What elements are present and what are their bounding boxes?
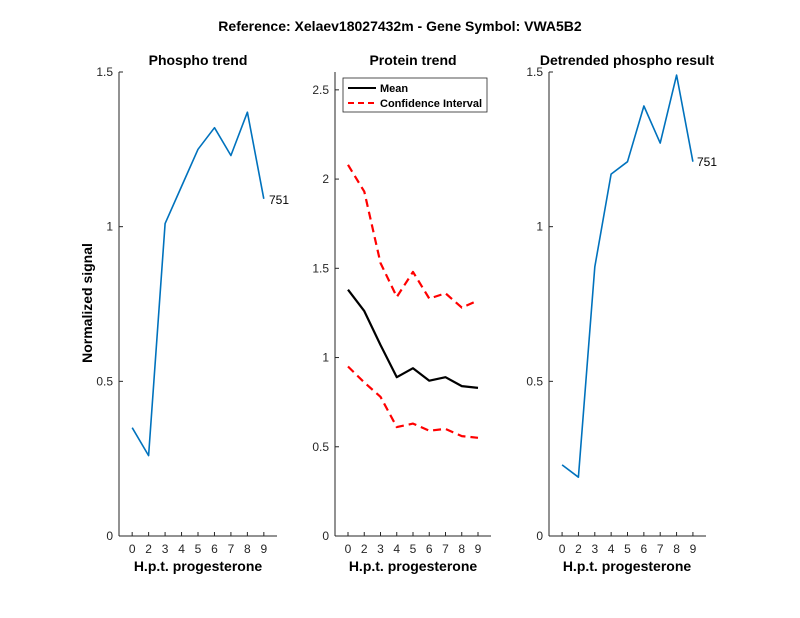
y-tick-label: 2	[322, 172, 329, 186]
y-tick-label: 0	[322, 529, 329, 543]
y-tick-label: 1.5	[526, 65, 543, 79]
x-tick-label: 0	[129, 542, 136, 556]
series-annotation: 751	[269, 193, 289, 207]
x-tick-label: 2	[145, 542, 152, 556]
y-tick-label: 1	[322, 351, 329, 365]
y-tick-label: 1	[106, 220, 113, 234]
panel-title: Phospho trend	[149, 52, 248, 68]
panel-title: Protein trend	[369, 52, 456, 68]
x-tick-label: 6	[211, 542, 218, 556]
x-tick-label: 9	[260, 542, 267, 556]
x-axis-label: H.p.t. progesterone	[349, 558, 478, 574]
series-line-signal-0	[561, 74, 694, 479]
y-tick-label: 0.5	[312, 440, 329, 454]
x-tick-label: 7	[228, 542, 235, 556]
y-tick-label: 0.5	[96, 374, 113, 388]
y-tick-label: 1.5	[96, 65, 113, 79]
panel-protein-trend: Protein trend 0 2 3 4 5 6 7 8 900.511.522.5 H.p.…	[312, 52, 491, 574]
series-line-confidence-interval-1	[347, 164, 479, 309]
x-tick-label: 3	[591, 542, 598, 556]
x-tick-label: 7	[657, 542, 664, 556]
legend: Mean Confidence Interval	[342, 77, 488, 113]
y-tick-label: 0	[536, 529, 543, 543]
y-tick-label: 1	[536, 220, 543, 234]
y-tick-label: 2.5	[312, 83, 329, 97]
series-annotation: 751	[697, 155, 717, 169]
series-line-confidence-interval-2	[347, 365, 479, 439]
panel-detrended-phospho-result: Detrended phospho result 0 2 3 4 5 6 7 8 900.511…	[526, 52, 717, 574]
x-tick-label: 6	[426, 542, 433, 556]
series-line-mean-0	[347, 289, 479, 389]
x-tick-label: 7	[442, 542, 449, 556]
plot-area: 0 2 3 4 5 6 7 8 900.511.5	[526, 65, 706, 556]
x-tick-label: 4	[393, 542, 400, 556]
x-tick-label: 5	[195, 542, 202, 556]
x-tick-label: 5	[410, 542, 417, 556]
x-tick-label: 0	[345, 542, 352, 556]
legend-box	[342, 77, 488, 113]
x-tick-label: 6	[641, 542, 648, 556]
y-tick-label: 0.5	[526, 374, 543, 388]
x-axis-label: H.p.t. progesterone	[134, 558, 263, 574]
x-tick-label: 9	[475, 542, 482, 556]
x-tick-label: 8	[458, 542, 465, 556]
legend-label-confidence-interval: Confidence Interval	[380, 98, 482, 110]
x-tick-label: 0	[559, 542, 566, 556]
figure-suptitle: Reference: Xelaev18027432m - Gene Symbol…	[218, 18, 582, 34]
x-tick-label: 3	[377, 542, 384, 556]
x-tick-label: 2	[575, 542, 582, 556]
plot-area: 0 2 3 4 5 6 7 8 900.511.522.5	[312, 72, 491, 556]
y-tick-label: 0	[106, 529, 113, 543]
x-tick-label: 2	[361, 542, 368, 556]
x-tick-label: 3	[162, 542, 169, 556]
legend-label-mean: Mean	[380, 83, 408, 95]
x-tick-label: 9	[690, 542, 697, 556]
x-tick-label: 4	[608, 542, 615, 556]
x-tick-label: 8	[244, 542, 251, 556]
x-tick-label: 5	[624, 542, 631, 556]
y-axis-label: Normalized signal	[79, 243, 95, 363]
panel-phospho-trend: Phospho trend 0 2 3 4 5 6 7 8 900.511.5 H.p.t. p…	[79, 52, 289, 574]
series-line-signal-0	[131, 111, 265, 457]
x-tick-label: 8	[673, 542, 680, 556]
x-axis-label: H.p.t. progesterone	[563, 558, 692, 574]
x-tick-label: 4	[178, 542, 185, 556]
y-tick-label: 1.5	[312, 261, 329, 275]
panel-title: Detrended phospho result	[540, 52, 715, 68]
plot-area: 0 2 3 4 5 6 7 8 900.511.5	[96, 65, 277, 556]
